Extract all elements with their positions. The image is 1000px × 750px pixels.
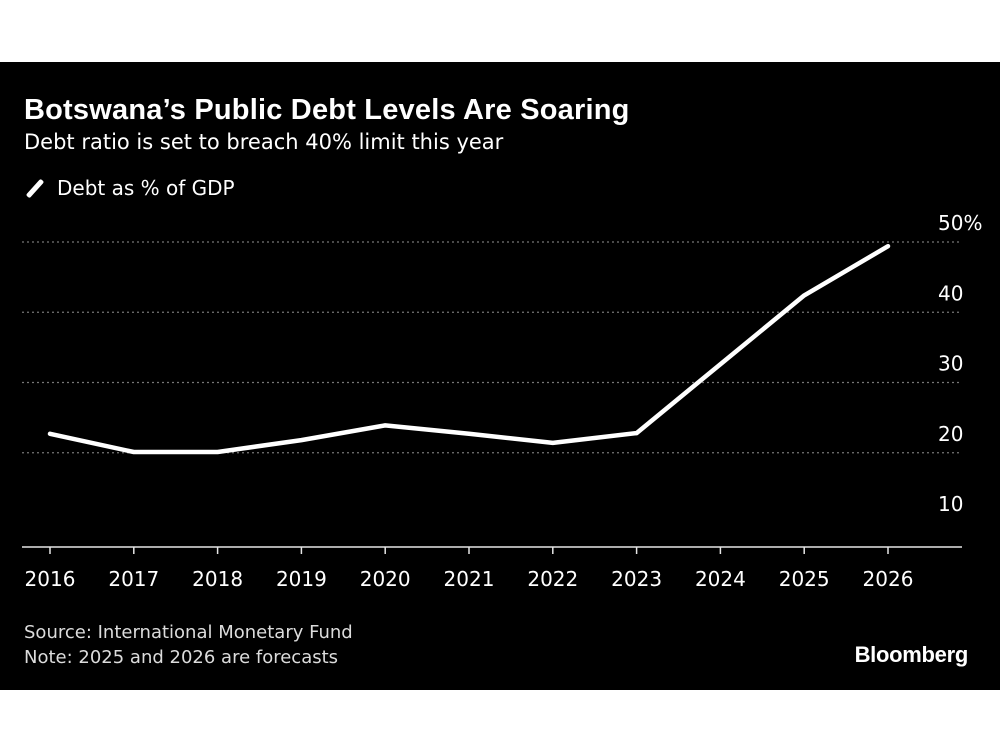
chart-title: Botswana’s Public Debt Levels Are Soarin…: [24, 94, 630, 126]
y-tick-label: 10: [938, 492, 963, 516]
y-tick-label: 20: [938, 422, 963, 446]
line-chart: 10 20 30 40 50% 2016 2017 2018 2019 2020 2021 2022 2…: [22, 211, 982, 591]
x-tick-label: 2024: [695, 567, 746, 591]
x-tick-label: 2017: [108, 567, 159, 591]
source-note: Source: International Monetary Fund: [24, 622, 353, 643]
chart-subtitle: Debt ratio is set to breach 40% limit th…: [24, 130, 504, 154]
x-tick-label: 2025: [779, 567, 830, 591]
x-tick-label: 2019: [276, 567, 327, 591]
series-line-debt: [47, 243, 891, 455]
x-tick-label: 2018: [192, 567, 243, 591]
y-tick-label: 50%: [938, 211, 982, 235]
legend-label: Debt as % of GDP: [57, 176, 235, 200]
x-tick-label: 2021: [444, 567, 495, 591]
x-tick-label: 2023: [611, 567, 662, 591]
y-tick-label: 30: [938, 352, 963, 376]
forecast-note: Note: 2025 and 2026 are forecasts: [24, 647, 339, 668]
x-tick-label: 2016: [25, 567, 76, 591]
y-tick-label: 40: [938, 281, 963, 305]
legend: Debt as % of GDP: [24, 176, 235, 200]
bloomberg-logo: Bloomberg: [854, 642, 969, 667]
x-tick-label: 2026: [863, 567, 914, 591]
chart-card: Botswana’s Public Debt Levels Are Soarin…: [0, 62, 1000, 690]
x-tick-label: 2022: [527, 567, 578, 591]
x-tick-label: 2020: [360, 567, 411, 591]
